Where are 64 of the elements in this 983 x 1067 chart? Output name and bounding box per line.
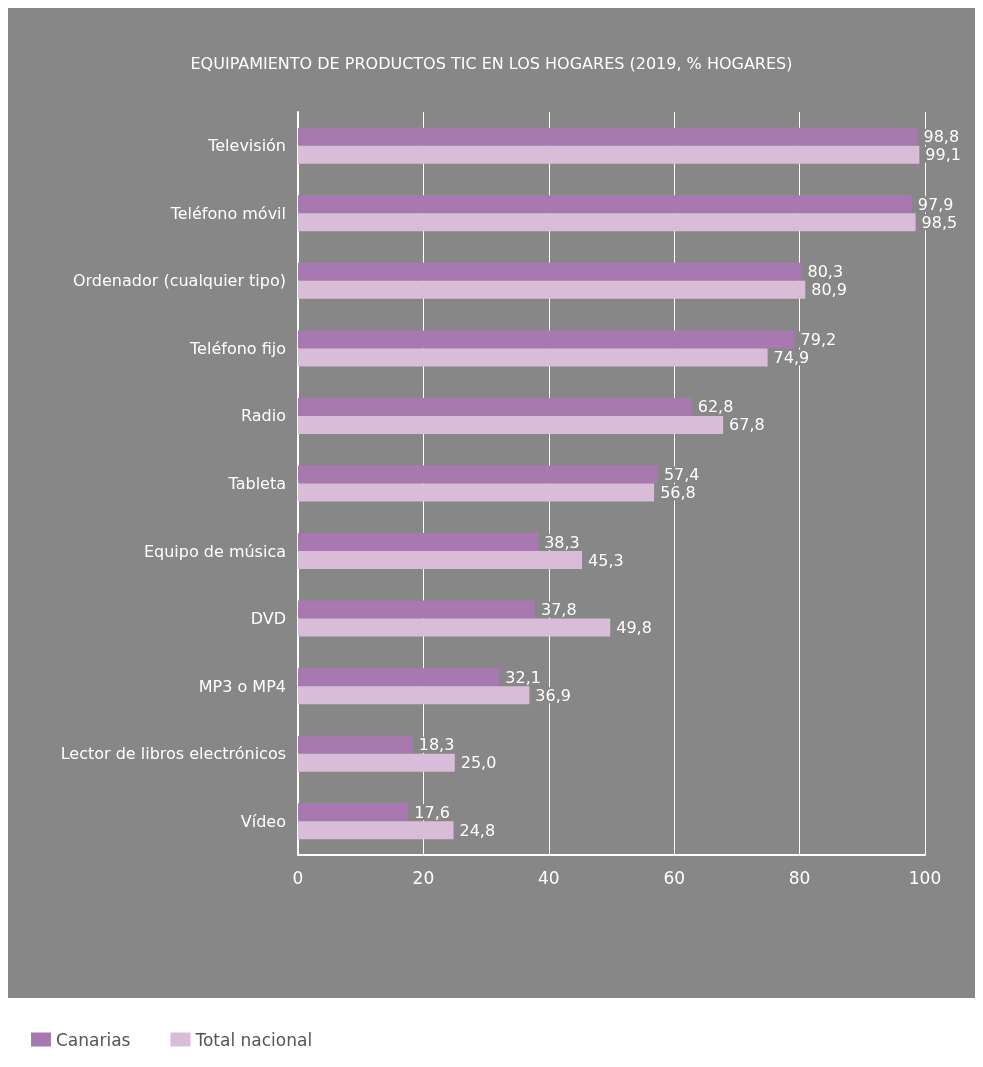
x-tick-label: 0 [292,867,304,888]
bar [298,397,692,416]
bar [298,686,530,705]
x-tick-label: 80 [788,867,811,888]
y-tick-label: Teléfono fijo [189,338,286,358]
bar [298,213,916,232]
x-tick-label: 100 [908,867,942,888]
data-label: 25,0 [460,753,497,773]
bar [298,127,918,146]
y-tick-label: Televisión [207,136,286,156]
y-tick-label: Equipo de música [143,541,286,561]
y-tick-label: Tableta [227,474,286,493]
y-tick-label: Teléfono móvil [169,203,286,223]
data-label: 98,8 [923,127,960,147]
bar [298,618,611,637]
data-label: 32,1 [505,667,541,687]
data-label: 37,8 [541,600,577,620]
y-tick-label: Vídeo [240,811,286,831]
bar [298,465,658,484]
data-label: 62,8 [697,397,734,417]
bar [298,803,409,822]
data-label: 24,8 [459,820,496,840]
data-label: 18,3 [418,735,455,755]
data-label: 79,2 [800,329,837,349]
legend-label: Total nacional [194,1029,313,1050]
data-label: 36,9 [535,685,571,705]
bar [298,668,500,687]
bar [298,600,536,619]
bar [298,551,583,570]
bar [298,195,912,214]
data-label: 45,3 [588,550,624,570]
y-tick-label: MP3 o MP4 [198,676,286,696]
data-label: 97,9 [917,194,954,214]
data-label: 74,9 [773,347,810,367]
bar [298,330,795,349]
bar [298,280,806,299]
x-tick-label: 60 [663,867,686,888]
bar [298,145,920,164]
bar [298,533,539,552]
y-tick-label: Radio [241,406,286,426]
data-label: 38,3 [544,532,580,552]
y-tick-label: Lector de libros electrónicos [60,744,286,764]
x-tick-label: 40 [537,867,560,888]
data-label: 56,8 [660,483,696,502]
x-tick-label: 20 [412,867,435,888]
bar [298,821,454,840]
legend-label: Canarias [56,1029,131,1050]
bar [298,753,455,772]
data-label: 17,6 [414,802,450,822]
chart-title: EQUIPAMIENTO DE PRODUCTOS TIC EN LOS HOGARES (2019, % HOGARES) [190,53,793,73]
bar [298,415,724,434]
data-label: 98,5 [921,212,958,232]
bar [298,735,413,754]
y-tick-label: Ordenador (cualquier tipo) [72,271,286,291]
data-label: 99,1 [925,145,961,165]
data-label: 57,4 [663,465,700,484]
data-label: 49,8 [616,618,652,638]
bar [298,483,655,502]
data-label: 80,9 [811,280,847,300]
bar [298,348,768,367]
bar [298,262,802,281]
y-tick-label: DVD [250,609,286,629]
data-label: 80,3 [807,262,844,282]
data-label: 67,8 [729,415,765,435]
